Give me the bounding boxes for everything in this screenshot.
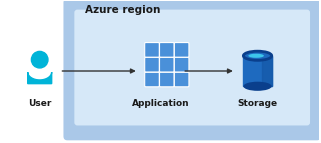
FancyBboxPatch shape [64,0,321,140]
Ellipse shape [243,82,272,91]
FancyBboxPatch shape [174,72,189,87]
FancyBboxPatch shape [145,72,159,87]
FancyBboxPatch shape [74,10,310,125]
Text: Storage: Storage [238,99,278,108]
Circle shape [31,51,48,68]
FancyBboxPatch shape [174,43,189,57]
FancyBboxPatch shape [145,43,159,57]
FancyBboxPatch shape [145,57,159,72]
Text: Application: Application [132,99,189,108]
FancyBboxPatch shape [160,72,174,87]
FancyBboxPatch shape [160,43,174,57]
Bar [243,56,272,86]
Text: User: User [28,99,51,108]
Ellipse shape [243,51,272,60]
Bar [262,56,272,86]
FancyBboxPatch shape [174,57,189,72]
FancyBboxPatch shape [160,57,174,72]
Text: Azure region: Azure region [85,5,160,15]
Ellipse shape [248,54,264,58]
Polygon shape [28,72,52,84]
